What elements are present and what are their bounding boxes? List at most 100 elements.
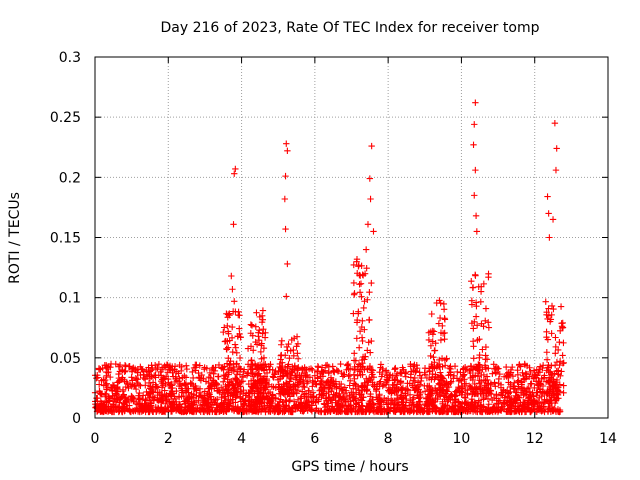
data-point xyxy=(118,393,125,401)
data-point xyxy=(291,366,298,373)
data-point xyxy=(400,395,407,402)
data-point xyxy=(451,402,459,410)
data-point xyxy=(251,390,258,397)
data-point xyxy=(262,329,269,337)
data-point xyxy=(103,380,110,387)
data-point xyxy=(189,394,197,402)
data-point xyxy=(328,397,335,404)
data-point xyxy=(545,398,553,405)
data-point xyxy=(445,383,453,391)
data-point xyxy=(315,396,322,403)
data-point xyxy=(353,400,360,407)
data-point xyxy=(356,328,364,335)
data-point xyxy=(189,368,196,376)
data-point xyxy=(104,384,112,392)
data-point xyxy=(521,361,529,369)
data-point xyxy=(218,394,225,401)
data-point xyxy=(321,408,328,416)
data-point xyxy=(351,350,358,357)
data-point xyxy=(155,372,162,379)
data-point xyxy=(399,401,406,408)
data-point xyxy=(353,335,361,342)
data-point xyxy=(359,406,367,414)
x-tick-label: 10 xyxy=(453,431,471,447)
data-point xyxy=(509,400,517,407)
data-point xyxy=(439,386,446,393)
data-point xyxy=(430,354,437,361)
data-point xyxy=(412,367,420,375)
data-point xyxy=(221,375,228,382)
data-point xyxy=(338,369,345,377)
data-point xyxy=(531,384,538,392)
data-point xyxy=(393,384,400,391)
data-point xyxy=(176,380,184,388)
data-point xyxy=(330,367,337,374)
data-point xyxy=(228,406,236,413)
data-point xyxy=(480,323,487,330)
data-point xyxy=(190,364,198,372)
data-point xyxy=(351,366,359,373)
data-point xyxy=(233,376,240,383)
data-point xyxy=(188,390,195,397)
data-point xyxy=(478,405,485,413)
data-point xyxy=(540,389,548,396)
data-point xyxy=(524,404,532,411)
data-point xyxy=(560,389,567,397)
data-point xyxy=(517,378,525,385)
data-point xyxy=(293,333,301,340)
data-point xyxy=(159,364,167,371)
data-point xyxy=(370,401,377,408)
data-point xyxy=(533,366,540,374)
data-point xyxy=(383,408,390,415)
data-point xyxy=(128,374,135,381)
data-point xyxy=(327,382,334,389)
data-point xyxy=(258,342,265,349)
data-point xyxy=(481,382,488,389)
data-point xyxy=(351,375,358,383)
data-point xyxy=(93,395,100,402)
data-point xyxy=(344,360,352,368)
data-point xyxy=(462,399,470,406)
data-point xyxy=(402,368,410,376)
data-point xyxy=(270,383,277,391)
data-point xyxy=(517,363,524,370)
data-point xyxy=(224,311,232,318)
data-point xyxy=(350,279,358,287)
data-point xyxy=(304,407,311,414)
data-point xyxy=(226,361,233,368)
data-point xyxy=(234,408,241,415)
data-point xyxy=(172,407,180,414)
data-point xyxy=(373,386,380,393)
data-point xyxy=(236,330,243,338)
data-point xyxy=(366,375,373,382)
data-point xyxy=(280,372,287,380)
data-point xyxy=(125,363,133,370)
data-point xyxy=(103,368,110,376)
data-point xyxy=(439,375,447,382)
data-point xyxy=(416,372,424,379)
data-point xyxy=(269,407,276,414)
data-point xyxy=(432,387,440,394)
data-point xyxy=(391,366,398,373)
data-point xyxy=(175,393,183,400)
data-point xyxy=(261,405,268,412)
data-point xyxy=(358,334,366,341)
data-point xyxy=(519,369,526,376)
data-point xyxy=(138,365,145,373)
data-point xyxy=(330,391,337,398)
data-point xyxy=(423,394,431,402)
data-point xyxy=(355,263,362,270)
data-point xyxy=(513,397,520,404)
data-point xyxy=(557,303,565,310)
data-point xyxy=(478,283,485,290)
data-point xyxy=(286,405,293,412)
data-point xyxy=(471,192,478,199)
data-point xyxy=(468,278,475,285)
data-point xyxy=(343,408,350,415)
data-point xyxy=(285,381,293,388)
data-point xyxy=(294,355,302,362)
data-point xyxy=(239,390,247,398)
data-point xyxy=(398,386,405,394)
data-point xyxy=(560,339,567,347)
data-point xyxy=(282,402,290,409)
